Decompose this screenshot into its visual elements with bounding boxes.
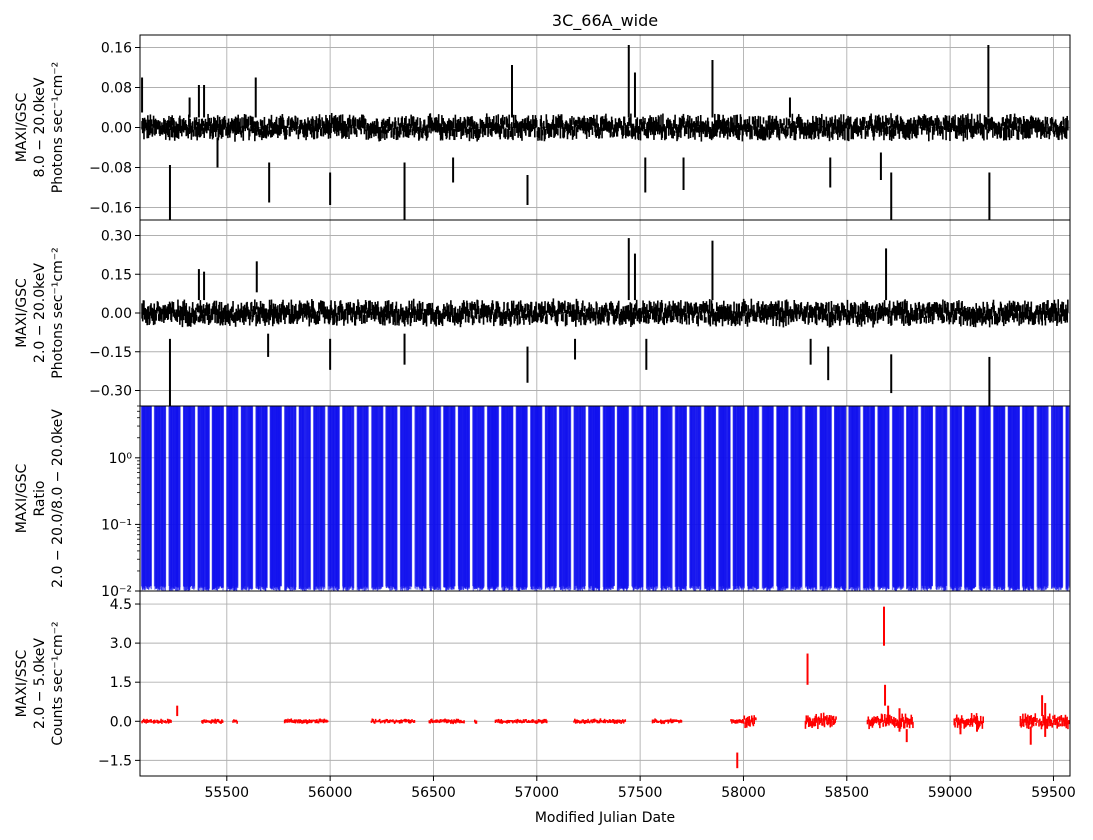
- y-axis-label-line: Photons sec⁻¹cm⁻²: [50, 247, 66, 379]
- y-axis-label-line: MAXI/GSC: [14, 278, 30, 348]
- y-tick-label: 0.15: [101, 267, 132, 283]
- figure-title: 3C_66A_wide: [552, 11, 658, 31]
- y-tick-label: −0.16: [89, 201, 132, 217]
- y-tick-label: −0.15: [89, 345, 132, 361]
- y-axis-label-line: 8.0 − 20.0keV: [32, 77, 48, 177]
- y-tick-label: 0.00: [101, 306, 132, 322]
- y-tick-label: −0.30: [89, 384, 132, 400]
- y-axis-label-line: MAXI/GSC: [14, 92, 30, 162]
- y-tick-label: 0.30: [101, 229, 132, 245]
- y-tick-label: 0.08: [101, 81, 132, 97]
- series-gsc-hard: [141, 45, 1069, 220]
- y-axis-label-line: 2.0 − 20.0keV: [32, 263, 48, 363]
- y-tick-label: 0.16: [101, 41, 132, 57]
- panel-gsc-hard: −0.16 −0.08 0.00 0.08 0.16 MAXI/GSC 8.0 − 20.0…: [14, 34, 1071, 221]
- panel-gsc-full: −0.30 −0.15 0.00 0.15 0.30 MAXI/GSC 2.0 − 20.0…: [14, 219, 1071, 407]
- y-tick-label: 0.00: [101, 121, 132, 137]
- y-tick-label: −0.08: [89, 161, 132, 177]
- series-gsc-full: [141, 238, 1069, 406]
- series-gsc-ratio: [140, 406, 1070, 591]
- y-axis-label-line: Photons sec⁻¹cm⁻²: [50, 62, 66, 194]
